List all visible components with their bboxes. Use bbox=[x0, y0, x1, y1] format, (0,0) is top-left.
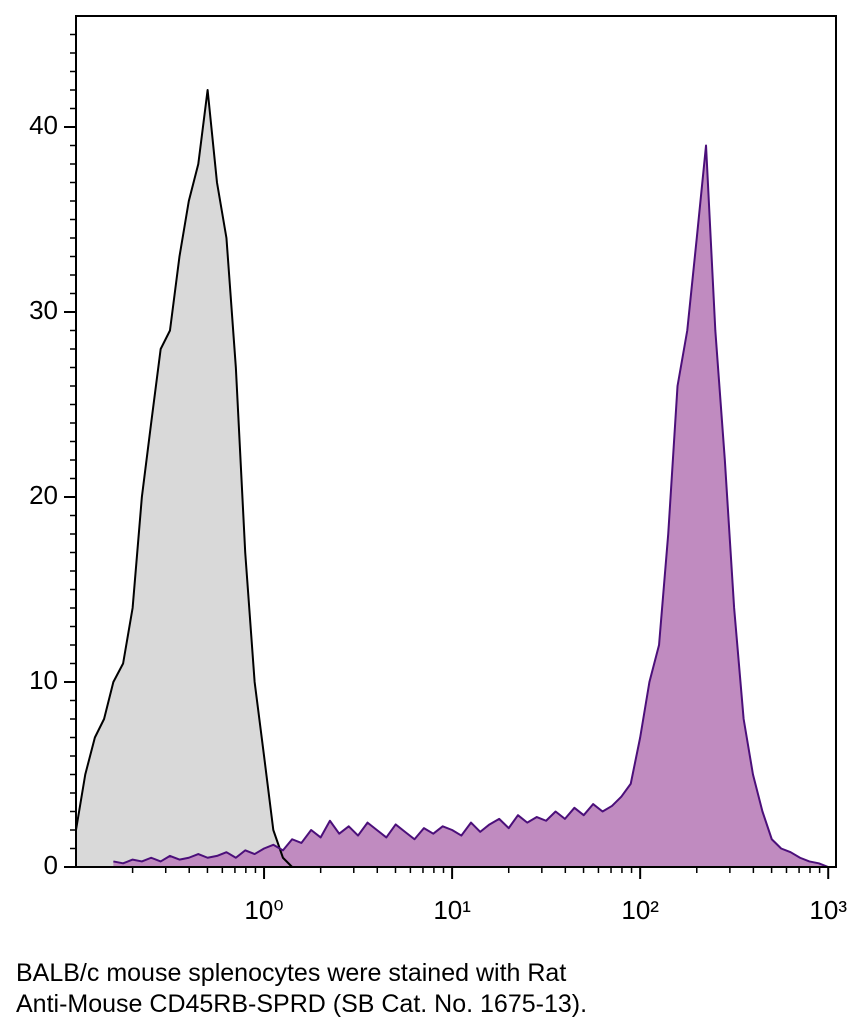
y-tick-label: 30 bbox=[29, 295, 58, 325]
histogram-line bbox=[113, 144, 829, 868]
histogram-line bbox=[75, 89, 293, 868]
y-tick-label: 10 bbox=[29, 665, 58, 695]
caption: BALB/c mouse splenocytes were stained wi… bbox=[16, 958, 587, 1020]
chart: 0 10 20 30 40 10⁰ 10¹ 10² 10³ bbox=[29, 15, 847, 925]
x-tick-label: 10¹ bbox=[433, 895, 471, 925]
caption-line: BALB/c mouse splenocytes were stained wi… bbox=[16, 959, 567, 987]
x-tick-label: 10⁰ bbox=[244, 895, 283, 925]
y-tick-label: 40 bbox=[29, 110, 58, 140]
x-tick-label: 10² bbox=[621, 895, 659, 925]
y-tick-label: 20 bbox=[29, 480, 58, 510]
x-tick-label: 10³ bbox=[809, 895, 847, 925]
histogram-area bbox=[76, 90, 293, 867]
y-tick-label: 0 bbox=[44, 850, 58, 880]
caption-line: Anti-Mouse CD45RB-SPRD (SB Cat. No. 1675… bbox=[16, 990, 588, 1018]
